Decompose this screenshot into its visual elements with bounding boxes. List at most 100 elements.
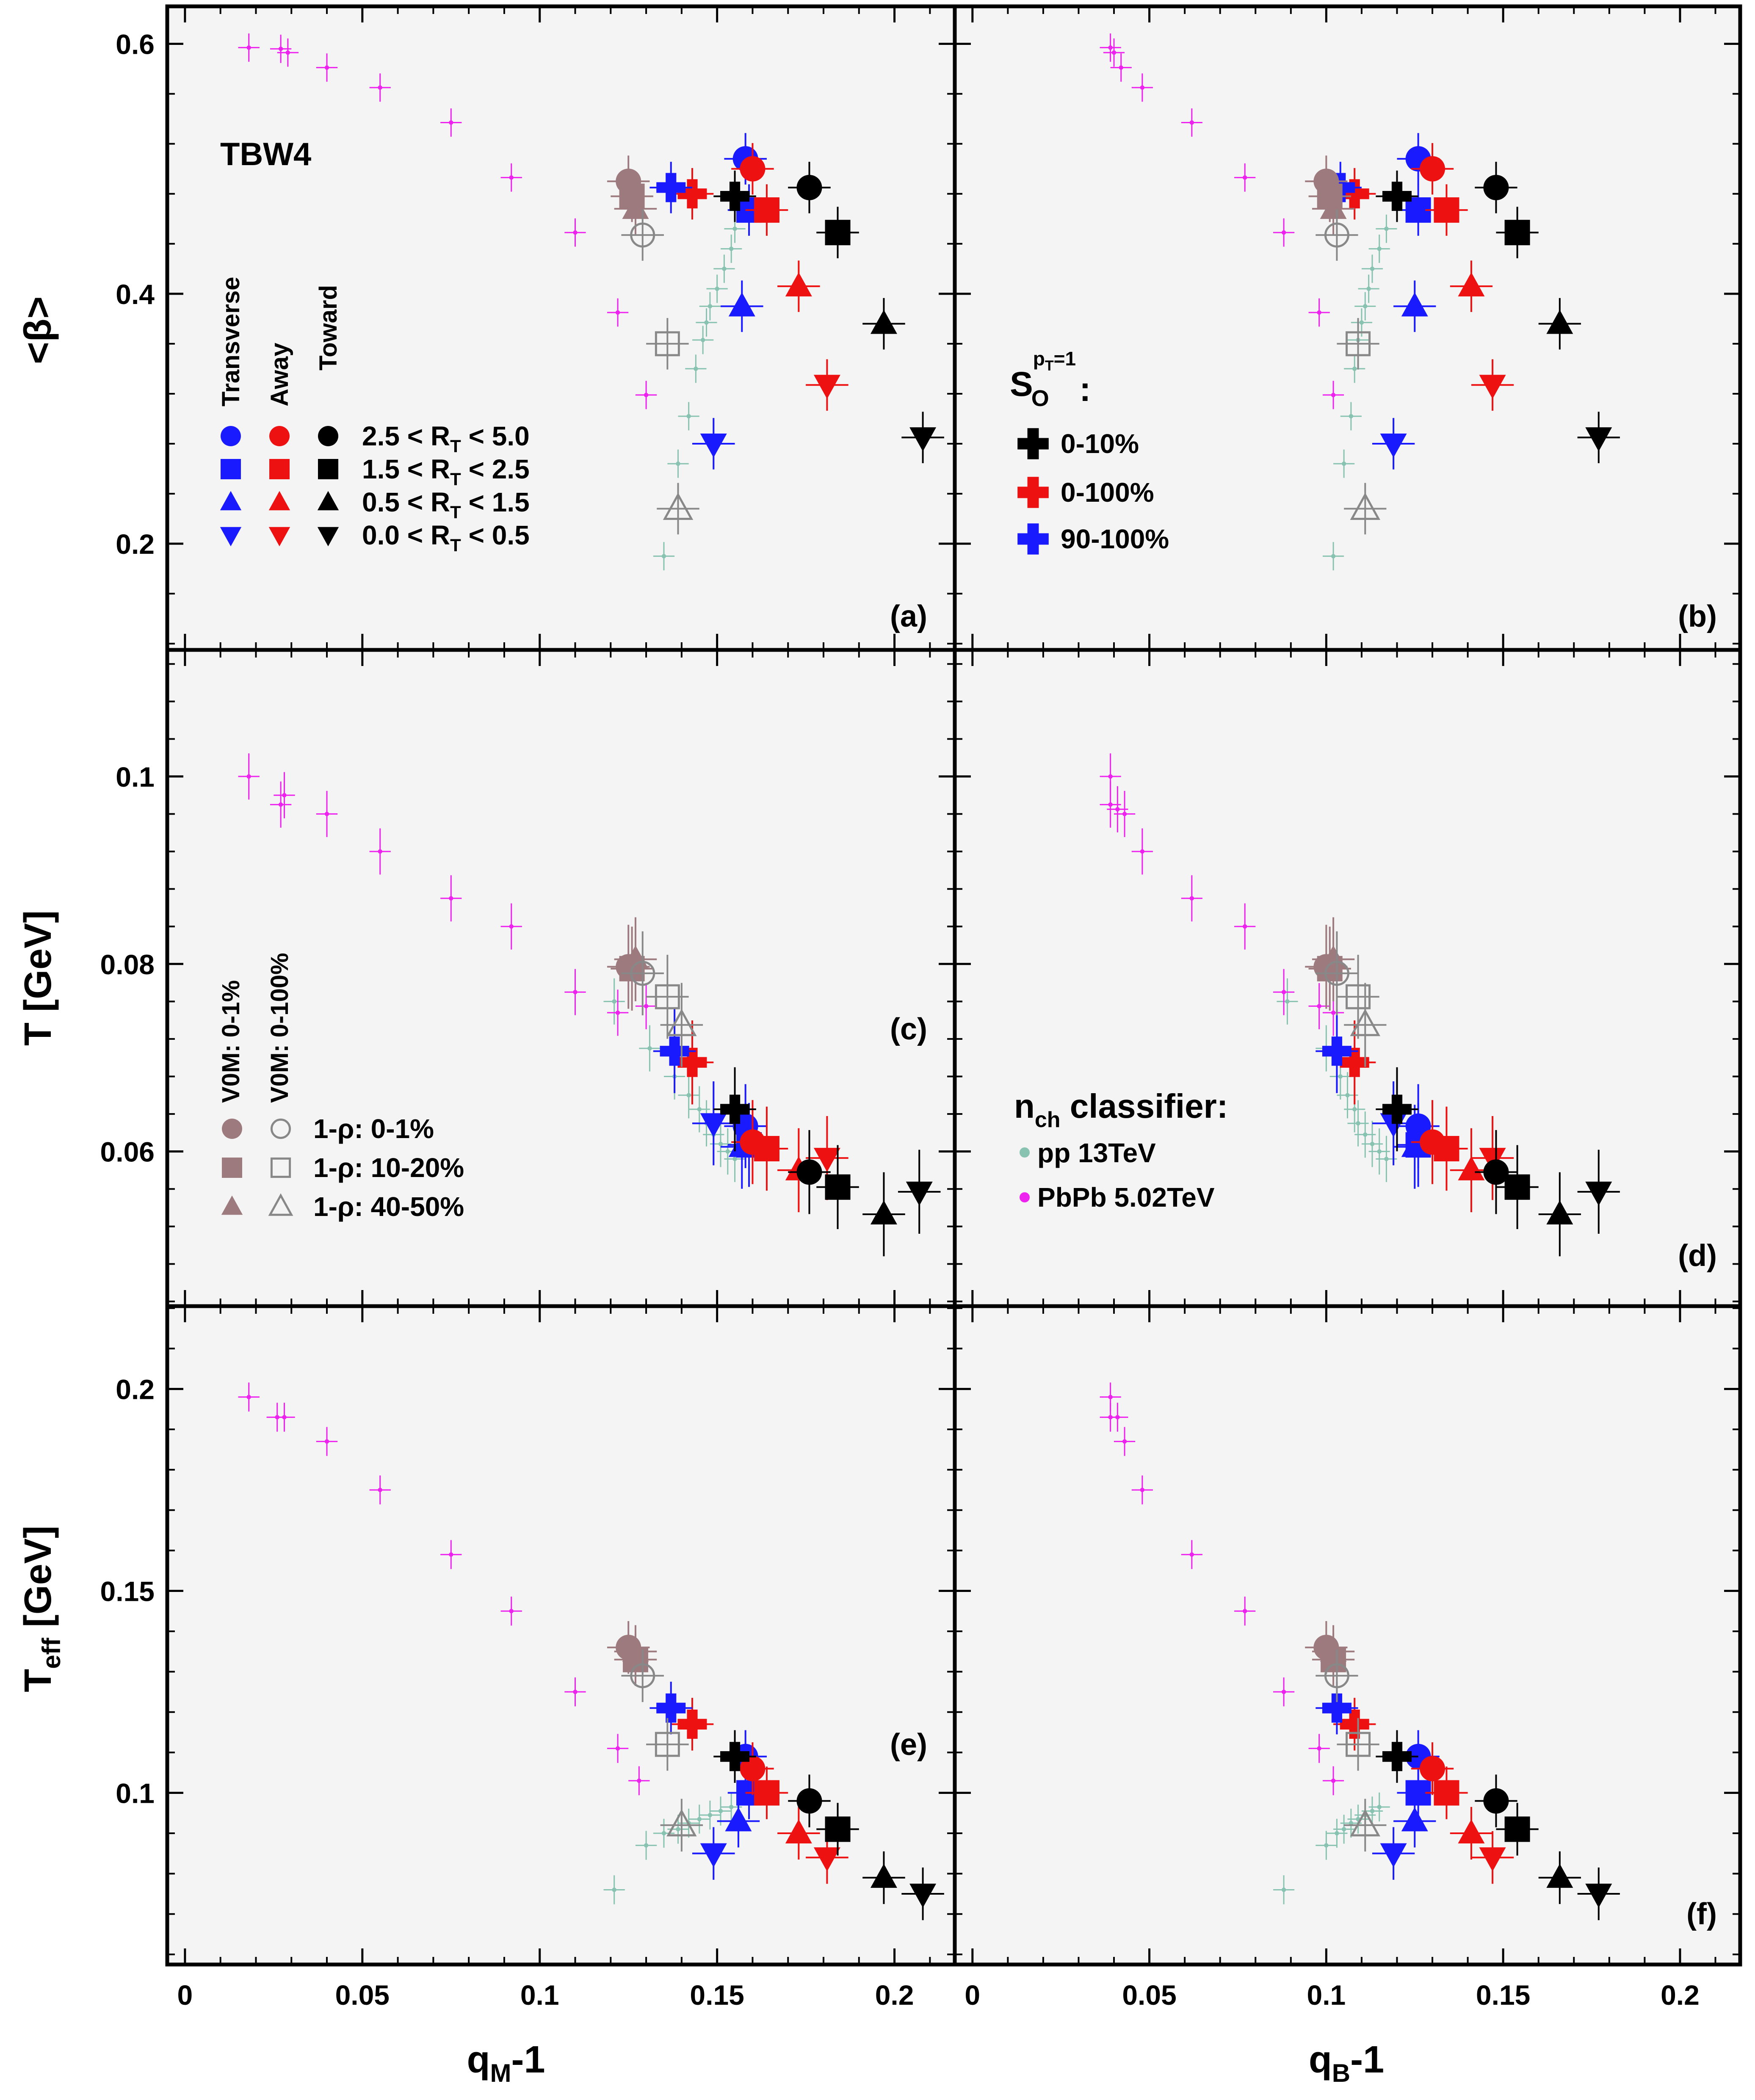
data-point: [1349, 1821, 1354, 1826]
x-axis-title-qb-tail: -1: [1350, 2039, 1384, 2081]
data-point: [663, 492, 694, 520]
data-point: [1585, 1884, 1612, 1908]
data-point: [1340, 179, 1369, 209]
data-point: [1140, 85, 1145, 90]
data-point: [378, 849, 382, 854]
y-tick-label: 0.15: [100, 1576, 155, 1607]
legend-nch-title-tail: classifier:: [1061, 1087, 1228, 1125]
data-point: [661, 1831, 666, 1836]
data-point: [700, 434, 727, 458]
legend-rho-marker: [222, 1158, 242, 1178]
data-point: [686, 1093, 691, 1097]
legend-nch-marker: [1020, 1147, 1030, 1158]
data-point: [697, 1107, 702, 1112]
data-point: [1359, 320, 1364, 325]
data-point: [1483, 174, 1509, 200]
legend-so-entry-1: 0-10%: [1061, 428, 1139, 459]
data-point: [1479, 1847, 1506, 1872]
data-point: [785, 1819, 812, 1843]
data-point: [906, 1181, 933, 1206]
series-v0m-0-100-1-40-50-: [657, 483, 1387, 1852]
data-point: [697, 1817, 702, 1821]
panel-background: [167, 6, 955, 650]
legend-rt-col-toward: Toward: [315, 285, 342, 370]
legend-rt-marker: [268, 527, 290, 547]
data-point: [1458, 272, 1485, 297]
data-point: [1382, 1094, 1412, 1124]
data-point: [677, 179, 707, 209]
data-point: [615, 310, 620, 315]
y-tick-label: 0.6: [116, 29, 155, 60]
data-point: [1384, 1157, 1389, 1161]
data-point: [1331, 1010, 1336, 1015]
series-v0m-0-100-1-0-1-: [621, 209, 1358, 1702]
panel-background: [167, 1306, 955, 1965]
data-point: [630, 961, 655, 986]
data-point: [700, 1113, 727, 1138]
data-point: [655, 331, 680, 356]
data-point: [1320, 1637, 1347, 1662]
data-point: [660, 1036, 689, 1066]
series-transverse-0-0-r-t-0-5: [692, 418, 1415, 1880]
legend-rt-row-4-sub: T: [450, 535, 461, 555]
legend-rt-marker: [221, 459, 241, 479]
data-point: [754, 197, 779, 223]
data-point: [449, 1552, 453, 1557]
panel-frame-f: [953, 1304, 1742, 1967]
data-point: [715, 286, 719, 291]
legend-rho-entry-3: 1-ρ: 40-50%: [313, 1191, 464, 1222]
legend-rt-marker: [220, 527, 242, 547]
data-point: [246, 1395, 251, 1399]
panel-tag-d: (d): [1678, 1239, 1717, 1273]
data-point: [1352, 366, 1357, 371]
data-point: [1108, 802, 1113, 807]
data-point: [1340, 1047, 1369, 1077]
data-point: [1504, 1816, 1530, 1842]
data-point: [813, 375, 840, 399]
legend-rt-row-2-tail: < 2.5: [461, 454, 530, 484]
data-point: [1350, 492, 1381, 520]
data-point: [870, 1863, 897, 1888]
data-point: [677, 1709, 707, 1739]
data-point: [378, 1487, 382, 1492]
data-point: [1242, 175, 1247, 180]
legend-rt-marker: [269, 459, 290, 479]
data-point: [785, 272, 812, 297]
data-point: [1504, 220, 1530, 246]
data-point: [246, 774, 251, 779]
x-tick-label: 0: [965, 1979, 980, 2011]
legend-rt-col-transverse: Transverse: [217, 277, 245, 406]
x-tick-label: 0.15: [1476, 1979, 1530, 2011]
data-point: [725, 1807, 752, 1832]
legend-rt-row-3-main: 0.5 < R: [362, 487, 450, 517]
legend-rt-marker: [317, 491, 339, 511]
series-v0m-0-100-1-10-20-: [646, 318, 1379, 1771]
data-point: [1189, 1552, 1194, 1557]
data-point: [728, 292, 755, 317]
data-point: [1458, 1819, 1485, 1843]
y-axis-title-teff-sub: eff: [37, 1637, 66, 1669]
data-point: [729, 246, 734, 251]
data-point: [1317, 1746, 1321, 1751]
x-axis-title-qb: qB-1: [1309, 2039, 1384, 2087]
legend-nch-title-main: n: [1014, 1087, 1035, 1125]
data-point: [1356, 1121, 1360, 1126]
data-point: [1350, 1809, 1381, 1837]
data-point: [1420, 1756, 1445, 1782]
data-point: [1281, 230, 1286, 235]
data-point: [630, 1663, 655, 1688]
data-point: [509, 1609, 514, 1614]
series-toward-2-5-r-t-5-0: [788, 162, 1517, 1827]
data-point: [282, 793, 287, 798]
legend-rho-marker: [270, 1118, 291, 1139]
data-point: [644, 1843, 649, 1848]
legend-rt-row-1: 2.5 < RT < 5.0: [362, 421, 530, 456]
y-tick-label: 0.1: [116, 761, 155, 793]
data-point: [1242, 924, 1247, 929]
panel-b: [955, 6, 1740, 650]
data-point: [656, 173, 686, 202]
y-tick-label: 0.06: [100, 1136, 155, 1168]
data-point: [754, 1136, 779, 1161]
data-point: [732, 227, 737, 231]
y-tick-label: 0.4: [116, 279, 155, 310]
